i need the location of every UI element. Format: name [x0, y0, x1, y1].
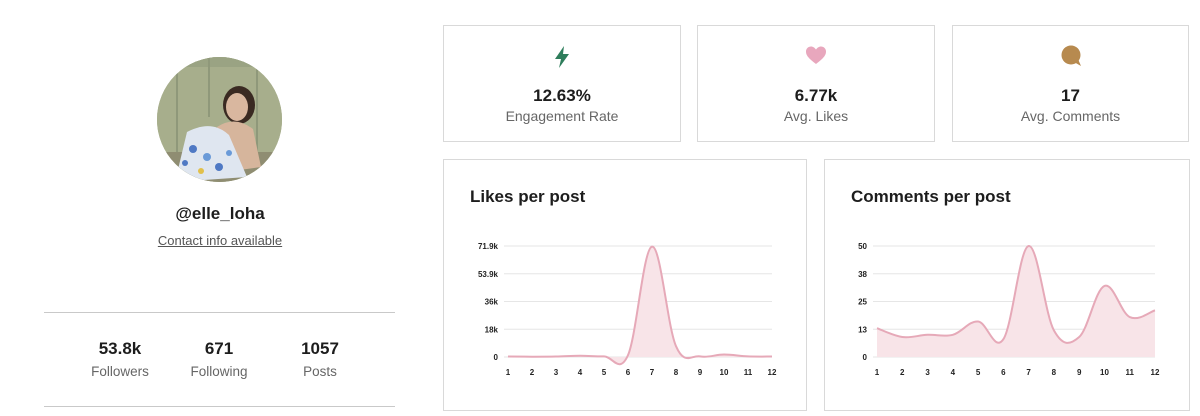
- y-tick-label: 71.9k: [478, 242, 499, 251]
- x-tick-label: 1: [506, 368, 511, 377]
- x-tick-label: 8: [674, 368, 679, 377]
- y-tick-label: 13: [858, 325, 867, 334]
- y-tick-label: 36k: [485, 298, 499, 307]
- y-tick-label: 0: [494, 353, 499, 362]
- posts-stat: 1057 Posts: [265, 339, 375, 379]
- following-label: Following: [190, 364, 248, 379]
- x-tick-label: 11: [1125, 368, 1134, 377]
- series-area: [877, 245, 1155, 357]
- x-tick-label: 5: [976, 368, 981, 377]
- x-tick-label: 9: [1077, 368, 1082, 377]
- series-line: [876, 244, 1156, 344]
- engagement-rate-label: Engagement Rate: [505, 108, 619, 124]
- y-tick-label: 50: [858, 242, 867, 251]
- followers-stat: 53.8k Followers: [65, 339, 175, 379]
- x-tick-label: 2: [900, 368, 905, 377]
- engagement-rate-value: 12.63%: [533, 86, 591, 105]
- x-tick-label: 4: [951, 368, 956, 377]
- followers-label: Followers: [91, 364, 149, 379]
- x-tick-label: 7: [650, 368, 655, 377]
- x-tick-label: 3: [925, 368, 930, 377]
- profile-handle: @elle_loha: [175, 204, 265, 223]
- x-tick-label: 7: [1026, 368, 1031, 377]
- y-tick-label: 25: [858, 298, 867, 307]
- contact-info-link[interactable]: Contact info available: [157, 233, 283, 248]
- x-tick-label: 10: [1100, 368, 1109, 377]
- x-tick-label: 3: [554, 368, 559, 377]
- profile-panel: @elle_loha Contact info available 53.8k …: [0, 0, 440, 416]
- x-tick-label: 12: [1151, 368, 1160, 377]
- engagement-rate-card: 12.63% Engagement Rate: [443, 25, 681, 142]
- avg-likes-value: 6.77k: [794, 86, 838, 105]
- avg-comments-label: Avg. Comments: [1020, 108, 1121, 124]
- comments-chart-title: Comments per post: [851, 187, 1011, 206]
- avg-comments-value: 17: [1061, 86, 1080, 105]
- x-tick-label: 8: [1052, 368, 1057, 377]
- followers-count: 53.8k: [98, 339, 142, 358]
- divider: [44, 406, 395, 407]
- x-tick-label: 6: [626, 368, 631, 377]
- likes-chart-title: Likes per post: [470, 187, 586, 206]
- x-tick-label: 6: [1001, 368, 1006, 377]
- divider: [44, 312, 395, 313]
- avg-likes-label: Avg. Likes: [783, 108, 849, 124]
- lightning-icon: [444, 45, 680, 69]
- y-tick-label: 0: [863, 353, 868, 362]
- avg-likes-card: 6.77k Avg. Likes: [697, 25, 935, 142]
- comment-icon: [953, 45, 1188, 69]
- series-area: [508, 246, 772, 365]
- x-tick-label: 1: [875, 368, 880, 377]
- heart-icon: [698, 45, 934, 69]
- y-tick-label: 38: [858, 270, 867, 279]
- series-line: [507, 245, 773, 366]
- comments-chart-card: Comments per post 0 13 25 38 50 1 2 3 4 5 6 7 8 9 10 11…: [824, 159, 1190, 411]
- following-stat: 671 Following: [164, 339, 274, 379]
- posts-count: 1057: [301, 339, 339, 358]
- x-tick-label: 11: [744, 368, 753, 377]
- y-tick-label: 18k: [485, 325, 499, 334]
- x-tick-label: 4: [578, 368, 583, 377]
- x-tick-label: 10: [720, 368, 729, 377]
- avatar-photo: [157, 57, 282, 182]
- x-tick-label: 5: [602, 368, 607, 377]
- x-tick-label: 9: [698, 368, 703, 377]
- x-tick-label: 12: [768, 368, 777, 377]
- y-tick-label: 53.9k: [478, 270, 499, 279]
- following-count: 671: [204, 339, 234, 358]
- avg-comments-card: 17 Avg. Comments: [952, 25, 1189, 142]
- likes-chart-card: Likes per post 0 18k 36k 53.9k 71.9k 1 2 3 4 5 6 7 8…: [443, 159, 807, 411]
- avatar[interactable]: [157, 57, 282, 182]
- posts-label: Posts: [303, 364, 337, 379]
- x-tick-label: 2: [530, 368, 535, 377]
